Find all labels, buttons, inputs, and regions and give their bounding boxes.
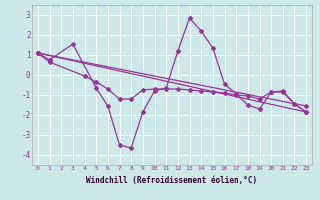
X-axis label: Windchill (Refroidissement éolien,°C): Windchill (Refroidissement éolien,°C) [86, 176, 258, 185]
